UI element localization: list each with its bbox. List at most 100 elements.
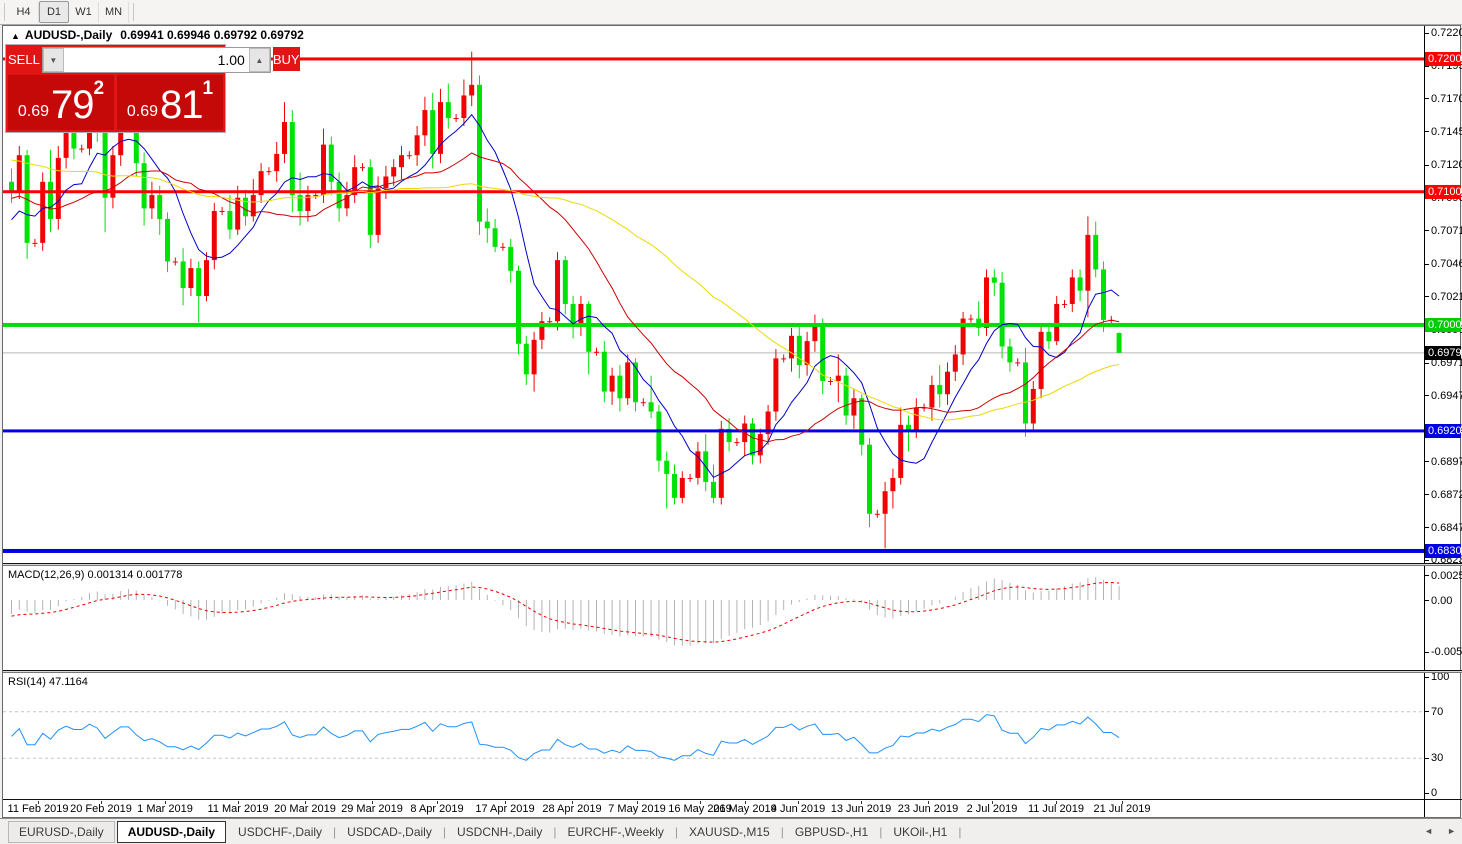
sell-price-button[interactable]: 0.69 79 2 [8,75,114,130]
tab-scroll-controls: ◄ ► [1424,826,1456,836]
chart-plot-area[interactable]: ▲ AUDUSD-,Daily 0.69941 0.69946 0.69792 0.… [3,26,1424,817]
date-label: 1 Mar 2019 [137,803,193,815]
ma-mid-line [11,152,1120,443]
symbol-tab-usdcad[interactable]: USDCAD-,Daily [347,824,432,839]
chart-window: ▲ AUDUSD-,Daily 0.69941 0.69946 0.69792 0.… [2,25,1462,818]
price-tick-label: 0.68475 [1425,521,1462,534]
date-label: 26 May 2019 [713,803,777,815]
price-level-badge: 0.69792 [1425,345,1462,360]
symbol-tab-audusd[interactable]: AUDUSD-,Daily [116,820,227,843]
panel-separator [3,799,1462,801]
chart-title: ▲ AUDUSD-,Daily 0.69941 0.69946 0.69792 0.… [11,28,304,42]
buy-button[interactable]: BUY [272,47,300,71]
tab-divider: | [442,824,446,839]
rsi-tick-label: 70 [1425,705,1443,718]
buy-big-figure: 0.69 [126,103,159,120]
candles-layer [9,51,1122,549]
sell-button[interactable]: SELL [8,47,40,71]
toolbar-divider [133,3,134,21]
date-tick [1056,801,1057,804]
price-level-badge: 0.71005 [1425,184,1462,199]
volume-field: ▼ ▲ [41,47,271,73]
rsi-line [11,714,1120,761]
date-label: 21 Jul 2019 [1093,803,1151,815]
timeframe-button-h4[interactable]: H4 [9,1,39,23]
rsi-tick-label: 0 [1425,787,1437,800]
date-tick [700,801,701,804]
rsi-panel[interactable]: RSI(14) 47.1164 [3,673,1424,799]
buy-pip-fraction: 1 [202,78,214,99]
date-label: 2 Jul 2019 [966,803,1018,815]
collapse-arrow-icon[interactable]: ▲ [11,31,20,41]
date-label: 11 Feb 2019 [7,803,69,815]
symbol-tab-bar: EURUSD-,Daily AUDUSD-,Daily USDCHF-,Daily |… [0,818,1462,844]
date-tick [165,801,166,804]
sell-pips: 79 [51,83,94,127]
date-label: 7 May 2019 [608,803,666,815]
date-label: 29 Mar 2019 [341,803,403,815]
timeframe-button-w1[interactable]: W1 [69,1,99,23]
one-click-trading-panel: SELL ▼ ▲ BUY 0.69 79 2 0.69 81 1 [5,44,300,133]
panel-separator[interactable] [3,563,1462,566]
price-tick-label: 0.71205 [1425,159,1462,172]
tab-divider: | [333,824,337,839]
date-label: 20 Feb 2019 [70,803,132,815]
rsi-chart[interactable] [3,673,1424,799]
horizontal-level-line [3,322,1424,327]
tab-divider: | [958,824,962,839]
buy-price-button[interactable]: 0.69 81 1 [117,75,223,130]
date-label: 8 Apr 2019 [410,803,464,815]
tab-divider: | [780,824,784,839]
date-label: 28 Apr 2019 [542,803,602,815]
symbol-tab-ukoil[interactable]: UKOil-,H1 [893,824,948,839]
tab-scroll-right-icon[interactable]: ► [1447,826,1456,836]
volume-input[interactable] [63,48,249,72]
symbol-tab-eurchf[interactable]: EURCHF-,Weekly [567,824,664,839]
date-tick [372,801,373,804]
tab-scroll-left-icon[interactable]: ◄ [1424,826,1434,836]
date-label: 17 Apr 2019 [475,803,535,815]
price-tick-label: 0.71455 [1425,125,1462,138]
toolbar-divider [4,3,5,21]
date-label: 23 Jun 2019 [897,803,959,815]
sell-pip-fraction: 2 [93,78,105,99]
date-tick [798,801,799,804]
buy-pips: 81 [160,83,203,127]
ma-fast-line [11,113,1120,479]
candlestick-chart[interactable] [3,26,1424,563]
price-tick-label: 0.69715 [1425,357,1462,370]
symbol-tab-eurusd[interactable]: EURUSD-,Daily [8,820,115,843]
date-tick [437,801,438,804]
timeframe-button-mn[interactable]: MN [99,1,129,23]
price-tick-label: 0.70215 [1425,290,1462,303]
symbol-tab-gbpusd[interactable]: GBPUSD-,H1 [794,824,869,839]
chevron-up-icon: ▲ [255,55,264,65]
symbol-tab-usdcnh[interactable]: USDCNH-,Daily [456,824,543,839]
price-chart-panel[interactable] [3,26,1424,563]
panel-separator[interactable] [3,670,1462,673]
date-label: 13 Jun 2019 [830,803,892,815]
timeframe-button-d1[interactable]: D1 [39,1,69,23]
rsi-tick-label: 30 [1425,752,1443,765]
horizontal-level-line [3,429,1424,433]
tab-divider: | [553,824,557,839]
tab-divider: | [879,824,883,839]
macd-name: MACD(12,26,9) [8,569,85,581]
date-label: 11 Mar 2019 [207,803,269,815]
symbol-tab-xauusd[interactable]: XAUUSD-,M15 [689,824,770,839]
volume-increase-button[interactable]: ▲ [248,48,270,72]
macd-chart[interactable] [3,566,1424,670]
symbol-tab-usdchf[interactable]: USDCHF-,Daily [238,824,323,839]
date-axis[interactable]: 11 Feb 2019 20 Feb 2019 1 Mar 2019 11 Mar 2… [3,801,1424,817]
price-axis[interactable]: 0.722000.719500.717050.714550.712050.709… [1424,26,1462,817]
rsi-label: RSI(14) 47.1164 [8,676,88,688]
macd-panel[interactable]: MACD(12,26,9) 0.001314 0.001778 [3,566,1424,670]
volume-decrease-button[interactable]: ▼ [42,48,64,72]
date-tick [238,801,239,804]
price-tick-label: 0.71705 [1425,92,1462,105]
date-tick [992,801,993,804]
macd-histogram [11,577,1120,646]
